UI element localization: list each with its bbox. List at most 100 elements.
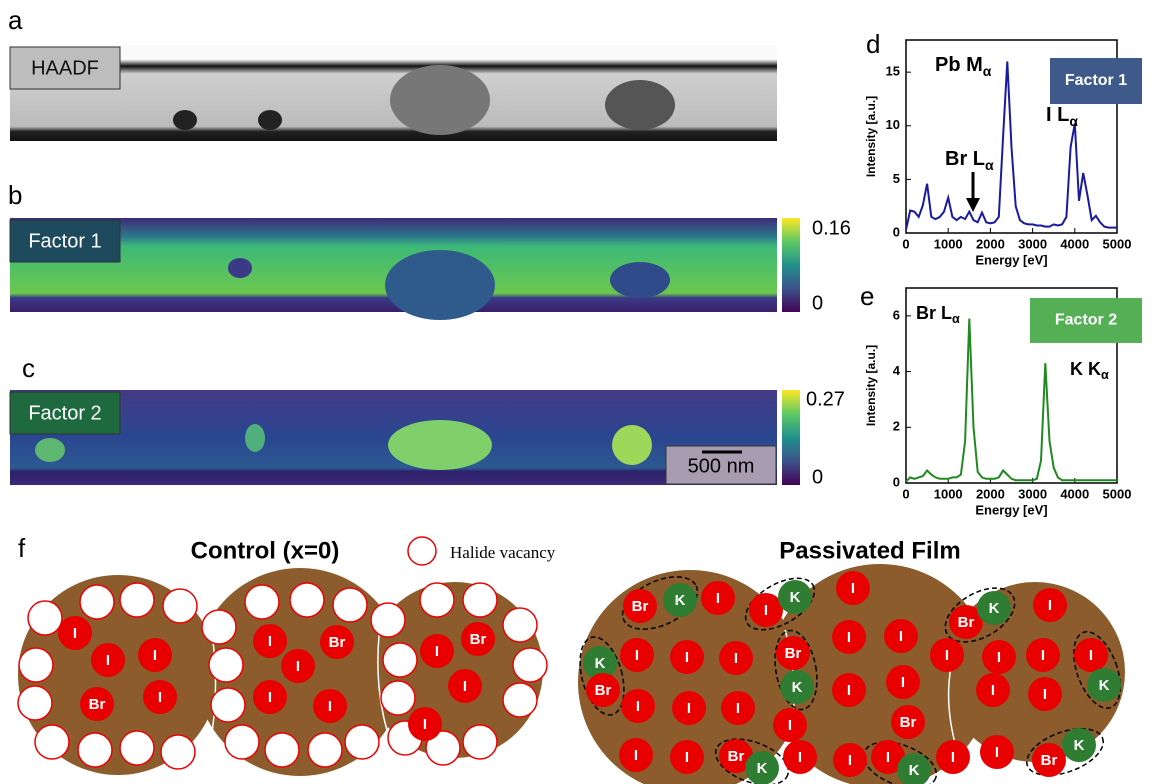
halide-vacancy xyxy=(370,602,406,638)
legend-box xyxy=(1030,298,1142,343)
halide-ion xyxy=(320,625,354,659)
halide-vacancy xyxy=(289,582,325,618)
spectrum-line xyxy=(905,318,1117,483)
halide-vacancy xyxy=(307,732,343,768)
halide-vacancy xyxy=(332,587,368,623)
halide-vacancy xyxy=(344,724,380,760)
ion-label: I xyxy=(734,650,738,667)
ion-label: I xyxy=(798,749,802,766)
ion-label: I xyxy=(73,625,77,642)
scalebar-label: 500 nm xyxy=(688,455,755,477)
haadf-image: HAADF xyxy=(9,45,777,141)
x-axis-label: Energy [eV] xyxy=(975,502,1047,517)
diagram-title: Control (x=0) xyxy=(191,537,340,564)
halide-ion xyxy=(982,640,1016,674)
halide-ion xyxy=(871,740,905,774)
grain xyxy=(367,582,543,758)
x-tick-label: 4000 xyxy=(1060,236,1089,251)
x-tick-label: 5000 xyxy=(1103,486,1132,501)
ion-label: I xyxy=(901,674,905,691)
potassium-ion xyxy=(663,583,697,617)
ion-label: Br xyxy=(785,645,802,662)
ion-label: I xyxy=(423,716,427,733)
ion-label: Br xyxy=(329,634,346,651)
ion-label: I xyxy=(1048,597,1052,614)
halide-vacancy xyxy=(27,600,63,636)
halide-ion xyxy=(721,691,755,725)
y-tick-label: 0 xyxy=(893,474,900,489)
x-tick-label: 1000 xyxy=(934,236,963,251)
ion-label: I xyxy=(886,749,890,766)
ion-label: I xyxy=(158,689,162,706)
ion-label: K xyxy=(1099,677,1110,694)
image-tag: HAADF xyxy=(31,57,99,79)
halide-ion xyxy=(586,673,620,707)
halide-ion xyxy=(281,649,315,683)
halide-ion xyxy=(420,634,454,668)
halide-ion xyxy=(670,640,704,674)
ion-label: I xyxy=(634,747,638,764)
halide-ion xyxy=(670,740,704,774)
arrow-head xyxy=(966,198,980,212)
legend-vacancy xyxy=(407,536,437,566)
ion-label: I xyxy=(951,749,955,766)
panel-label: b xyxy=(8,180,22,210)
halide-ion xyxy=(886,665,920,699)
x-tick-label: 2000 xyxy=(976,236,1005,251)
ion-pair xyxy=(1026,728,1104,776)
potassium-ion xyxy=(778,580,812,614)
ion-label: K xyxy=(909,762,920,779)
ion-label: I xyxy=(847,629,851,646)
halide-vacancy xyxy=(224,724,260,760)
y-axis-label: Intensity [a.u.] xyxy=(864,345,878,426)
halide-ion xyxy=(1032,743,1066,777)
factor1-map: Factor 1 0.16 0 xyxy=(9,217,851,320)
factor2-map: Factor 2 500 nm 0.27 0 xyxy=(9,388,845,488)
ion-label: I xyxy=(788,717,792,734)
x-tick-label: 5000 xyxy=(1103,236,1132,251)
potassium-ion xyxy=(583,646,617,680)
ion-label: I xyxy=(685,749,689,766)
ion-label: I xyxy=(847,682,851,699)
ion-label: I xyxy=(991,682,995,699)
halide-ion xyxy=(930,638,964,672)
annotation: Br Lα xyxy=(916,303,960,327)
ion-label: I xyxy=(945,647,949,664)
ion-label: I xyxy=(1089,647,1093,664)
ion-pair xyxy=(714,738,790,784)
x-tick-label: 3000 xyxy=(1018,486,1047,501)
colorbar-tick: 0 xyxy=(812,466,823,488)
ion-label: K xyxy=(989,600,1000,617)
line-chart: 0 1000 2000 3000 4000 5000 0 2 4 6 Energy [eV] Inte… xyxy=(864,287,1142,517)
ion-label: I xyxy=(848,752,852,769)
halide-ion xyxy=(719,739,753,773)
y-tick-label: 6 xyxy=(893,307,900,322)
halide-vacancy xyxy=(208,647,244,683)
grain xyxy=(768,564,992,784)
ion-pair xyxy=(579,636,625,716)
ion-label: I xyxy=(635,647,639,664)
halide-ion xyxy=(783,740,817,774)
ion-pair xyxy=(944,587,1016,643)
halide-ion xyxy=(776,636,810,670)
y-tick-label: 5 xyxy=(893,171,900,186)
ion-label: I xyxy=(268,633,272,650)
y-axis-label: Intensity [a.u.] xyxy=(864,96,878,177)
halide-ion xyxy=(621,689,655,723)
ion-label: I xyxy=(995,744,999,761)
image-tag: Factor 2 xyxy=(28,402,101,424)
ion-label: I xyxy=(736,700,740,717)
ion-pair xyxy=(1073,631,1121,709)
halide-ion xyxy=(980,735,1014,769)
ion-label: I xyxy=(685,649,689,666)
halide-ion xyxy=(448,669,482,703)
ion-label: I xyxy=(296,658,300,675)
ion-label: I xyxy=(716,590,720,607)
panel-label: a xyxy=(8,5,23,35)
y-tick-label: 0 xyxy=(893,224,900,239)
ion-label: Br xyxy=(958,614,975,631)
halide-vacancy xyxy=(382,642,418,678)
halide-vacancy xyxy=(210,687,246,723)
panel-label: f xyxy=(18,533,26,563)
